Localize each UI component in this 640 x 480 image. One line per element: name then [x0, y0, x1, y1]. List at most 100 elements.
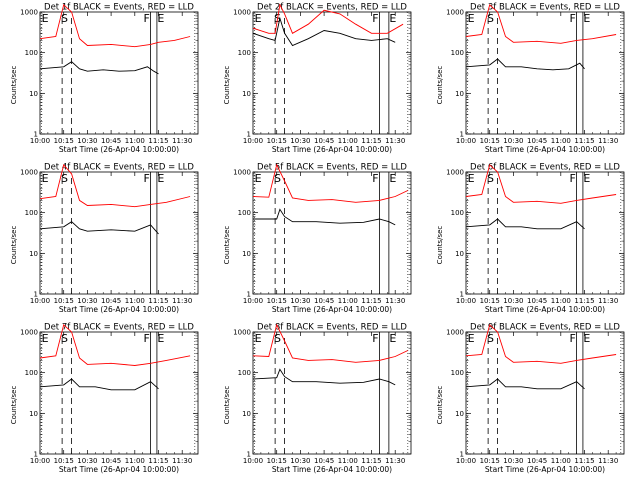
x-axis-label: Start Time (26-Apr-04 10:00:00) — [59, 145, 179, 154]
marker-label: E — [389, 332, 396, 345]
events-series-line — [465, 218, 585, 230]
panel-title: Det 4f BLACK = Events, RED = LLD — [44, 163, 194, 173]
events-series-line — [253, 208, 396, 226]
plot-frame — [465, 331, 625, 455]
marker-label: F — [569, 332, 575, 345]
y-tick-label: 1 — [34, 291, 38, 299]
panel-det-8: Det 8f BLACK = Events, RED = LLD 1 10 100 10… — [223, 323, 412, 474]
y-tick-label: 1000 — [446, 9, 464, 17]
x-tick-label: 11:30 — [385, 297, 405, 305]
x-axis-label: Start Time (26-Apr-04 10:00:00) — [485, 145, 605, 154]
marker-label: E — [157, 12, 164, 25]
marker-label: F — [569, 12, 575, 25]
y-tick-label: 1000 — [20, 9, 38, 17]
lld-series-line — [39, 163, 191, 208]
x-tick-label: 10:30 — [77, 297, 97, 305]
lld-series-line — [252, 3, 404, 34]
panel-det-2: Det 2f BLACK = Events, RED = LLD 1 10 100 10… — [223, 3, 412, 154]
marker-label: F — [143, 172, 149, 185]
y-tick-label: 100 — [238, 209, 251, 217]
x-tick-label: 10:00 — [456, 137, 476, 145]
y-axis-label: Counts/sec — [436, 226, 444, 265]
x-tick-label: 11:15 — [574, 297, 594, 305]
events-series-line — [39, 378, 159, 391]
x-tick-label: 11:00 — [551, 137, 571, 145]
y-tick-label: 100 — [451, 209, 464, 217]
marker-label: F — [372, 172, 378, 185]
x-tick-label: 11:30 — [385, 137, 405, 145]
lld-series-line — [252, 163, 408, 203]
x-tick-label: 10:45 — [527, 457, 547, 465]
y-tick-label: 10 — [455, 410, 464, 418]
panel-det-1: Det 1f BLACK = Events, RED = LLD 1 10 100 10… — [10, 3, 199, 154]
panel-title: Det 1f BLACK = Events, RED = LLD — [44, 3, 194, 13]
x-tick-label: 11:00 — [125, 457, 145, 465]
x-tick-label: 10:15 — [480, 297, 500, 305]
y-axis-label: Counts/sec — [10, 226, 18, 265]
y-tick-label: 100 — [238, 49, 251, 57]
x-tick-label: 10:45 — [101, 137, 121, 145]
x-tick-label: 11:30 — [172, 297, 192, 305]
panel-title: Det 2f BLACK = Events, RED = LLD — [257, 3, 407, 13]
x-tick-label: 10:30 — [503, 137, 523, 145]
marker-label: E — [583, 172, 590, 185]
panel-title: Det 8f BLACK = Events, RED = LLD — [257, 323, 407, 333]
marker-label: E — [42, 172, 49, 185]
x-tick-label: 10:15 — [54, 457, 74, 465]
x-tick-label: 11:30 — [172, 457, 192, 465]
x-tick-label: 10:45 — [101, 297, 121, 305]
marker-label: E — [255, 12, 262, 25]
y-tick-label: 1 — [247, 291, 251, 299]
panel-det-4: Det 4f BLACK = Events, RED = LLD 1 10 100 10… — [10, 163, 199, 314]
panel-det-3: Det 3f BLACK = Events, RED = LLD 1 10 100 10… — [436, 3, 625, 154]
events-series-line — [465, 378, 585, 390]
panel-det-5: Det 5f BLACK = Events, RED = LLD 1 10 100 10… — [223, 163, 412, 314]
marker-label: S — [487, 332, 494, 345]
lld-series-line — [465, 323, 617, 364]
marker-label: S — [274, 332, 281, 345]
x-tick-label: 10:45 — [314, 297, 334, 305]
panel-title: Det 5f BLACK = Events, RED = LLD — [257, 163, 407, 173]
x-tick-label: 10:00 — [456, 297, 476, 305]
x-tick-label: 10:45 — [314, 137, 334, 145]
x-tick-label: 10:30 — [503, 297, 523, 305]
panel-title: Det 3f BLACK = Events, RED = LLD — [470, 3, 620, 13]
x-tick-label: 10:00 — [30, 137, 50, 145]
panel-det-9: Det 9f BLACK = Events, RED = LLD 1 10 100 10… — [436, 323, 625, 474]
y-tick-label: 10 — [242, 410, 251, 418]
x-tick-label: 11:00 — [125, 137, 145, 145]
marker-label: S — [61, 12, 68, 25]
y-tick-label: 1000 — [20, 169, 38, 177]
y-tick-label: 1 — [460, 451, 464, 459]
lld-series-line — [39, 3, 191, 48]
marker-label: E — [389, 12, 396, 25]
marker-label: S — [487, 12, 494, 25]
plot-frame — [252, 171, 412, 295]
x-tick-label: 11:30 — [172, 137, 192, 145]
events-series-line — [252, 368, 396, 386]
x-tick-label: 10:45 — [527, 297, 547, 305]
panel-title: Det 6f BLACK = Events, RED = LLD — [470, 163, 620, 173]
marker-label: E — [255, 332, 262, 345]
x-tick-label: 11:15 — [574, 137, 594, 145]
x-tick-label: 11:30 — [598, 137, 618, 145]
x-tick-label: 10:30 — [290, 297, 310, 305]
y-axis-label: Counts/sec — [10, 66, 18, 105]
x-tick-label: 11:15 — [148, 457, 168, 465]
x-tick-label: 10:15 — [54, 297, 74, 305]
panel-det-6: Det 6f BLACK = Events, RED = LLD 1 10 100 10… — [436, 163, 625, 314]
marker-label: E — [583, 332, 590, 345]
y-tick-label: 1 — [34, 131, 38, 139]
y-axis-label: Counts/sec — [223, 66, 231, 105]
marker-label: F — [569, 172, 575, 185]
x-tick-label: 10:15 — [480, 137, 500, 145]
y-axis-label: Counts/sec — [10, 386, 18, 425]
x-tick-label: 10:30 — [290, 137, 310, 145]
marker-label: F — [372, 12, 378, 25]
y-tick-label: 1000 — [446, 329, 464, 337]
lld-series-line — [465, 163, 617, 204]
events-series-line — [39, 61, 159, 75]
marker-label: S — [61, 332, 68, 345]
x-tick-label: 11:30 — [385, 457, 405, 465]
